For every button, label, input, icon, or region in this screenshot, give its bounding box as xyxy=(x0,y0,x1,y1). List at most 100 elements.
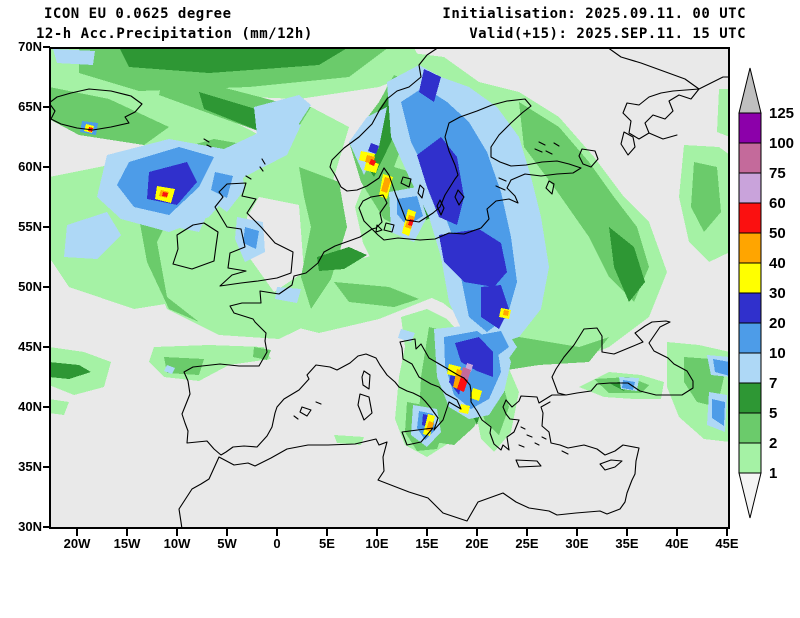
legend-band-label: 30 xyxy=(769,285,786,302)
legend-band xyxy=(738,442,762,474)
coastline xyxy=(495,177,507,191)
parameter-title: 12-h Acc.Precipitation (mm/12h) xyxy=(36,26,313,42)
coastline xyxy=(178,401,640,529)
legend-band xyxy=(738,112,762,144)
precip-region-b1 xyxy=(64,212,121,259)
precip-region-rd xyxy=(457,377,468,392)
coastline xyxy=(358,194,395,233)
precip-region-or xyxy=(503,310,509,316)
lon-tick-label: 25E xyxy=(515,536,539,551)
precip-region-b2 xyxy=(712,399,725,426)
precip-region-g2 xyxy=(49,87,169,145)
lat-tick-label: 45N xyxy=(18,339,42,354)
lat-tick-mark xyxy=(43,466,50,468)
lat-tick-label: 35N xyxy=(18,459,42,474)
precip-region-b2 xyxy=(211,172,233,198)
coastline xyxy=(622,88,700,140)
lon-tick-label: 15E xyxy=(415,536,439,551)
precip-region-g3 xyxy=(119,47,349,73)
coastline xyxy=(599,459,623,471)
coastline xyxy=(357,393,373,421)
precip-region-g1 xyxy=(334,435,364,445)
lon-tick-mark xyxy=(576,529,578,536)
legend-band xyxy=(738,202,762,234)
legend-band xyxy=(738,262,762,294)
lon-tick-mark xyxy=(176,529,178,536)
legend-band-label: 10 xyxy=(769,345,786,362)
precip-region-b3 xyxy=(439,229,507,287)
coastline xyxy=(172,222,219,270)
precip-region-rd xyxy=(162,192,168,197)
legend-underflow-arrow xyxy=(738,472,762,519)
model-title: ICON EU 0.0625 degree xyxy=(44,6,232,22)
lat-tick-label: 65N xyxy=(18,99,42,114)
precip-region-yl xyxy=(470,388,482,401)
legend-band xyxy=(738,412,762,444)
lon-tick-mark xyxy=(476,529,478,536)
lon-tick-mark xyxy=(626,529,628,536)
precip-region-b1 xyxy=(254,95,311,139)
legend-band-label: 100 xyxy=(769,135,794,152)
lon-tick-label: 10W xyxy=(163,536,191,551)
legend-band xyxy=(738,352,762,384)
coastline xyxy=(436,189,465,216)
lat-tick-label: 55N xyxy=(18,219,42,234)
coastline xyxy=(293,401,322,420)
precip-region-g2 xyxy=(299,167,347,309)
lon-tick-label: 40E xyxy=(665,536,689,551)
valid-time-label: Valid(+15): 2025.SEP.11. 15 UTC xyxy=(469,26,746,42)
lat-tick-mark xyxy=(43,166,50,168)
lon-tick-label: 15W xyxy=(113,536,141,551)
lat-tick-label: 40N xyxy=(18,399,42,414)
lon-tick-mark xyxy=(726,529,728,536)
coastline xyxy=(323,47,582,253)
precip-region-b2 xyxy=(243,227,259,249)
precip-region-b1 xyxy=(53,49,95,65)
lon-tick-mark xyxy=(426,529,428,536)
lat-tick-mark xyxy=(43,526,50,528)
coastline xyxy=(245,158,266,180)
coastline xyxy=(361,370,371,390)
legend-band-label: 20 xyxy=(769,315,786,332)
lat-tick-mark xyxy=(43,46,50,48)
precip-region-b3 xyxy=(455,337,493,377)
coastline xyxy=(534,141,560,155)
lon-tick-mark xyxy=(276,529,278,536)
legend-band-label: 7 xyxy=(769,375,777,392)
legend-band xyxy=(738,382,762,414)
legend-band xyxy=(738,172,762,204)
legend-bottom-label: 1 xyxy=(769,465,777,482)
lon-tick-label: 20E xyxy=(465,536,489,551)
precip-region-b1 xyxy=(398,329,415,342)
lon-tick-mark xyxy=(126,529,128,536)
precip-region-b1 xyxy=(275,287,301,303)
lon-tick-mark xyxy=(376,529,378,536)
legend-band-label: 40 xyxy=(769,255,786,272)
precip-region-b3 xyxy=(419,69,441,102)
coastline xyxy=(620,131,636,156)
legend-band xyxy=(738,142,762,174)
coastline xyxy=(181,251,567,456)
precip-region-g1 xyxy=(717,89,730,137)
precip-region-g3 xyxy=(49,362,91,379)
precip-region-b1 xyxy=(164,365,175,374)
precip-region-b1 xyxy=(349,107,387,175)
precip-region-bg xyxy=(247,197,304,292)
legend-band xyxy=(738,232,762,264)
legend-band-label: 75 xyxy=(769,165,786,182)
coastline xyxy=(551,320,694,396)
coastline xyxy=(49,88,143,131)
lat-tick-label: 50N xyxy=(18,279,42,294)
precip-region-g3 xyxy=(317,247,367,271)
precip-region-or xyxy=(426,421,434,432)
coastline xyxy=(515,459,542,468)
lat-tick-mark xyxy=(43,226,50,228)
lon-tick-label: 5W xyxy=(217,536,237,551)
precip-region-g2 xyxy=(164,357,204,375)
lat-tick-mark xyxy=(43,346,50,348)
init-time-label: Initialisation: 2025.09.11. 00 UTC xyxy=(442,6,746,22)
map-area xyxy=(49,47,730,529)
precip-region-g3 xyxy=(609,227,645,302)
